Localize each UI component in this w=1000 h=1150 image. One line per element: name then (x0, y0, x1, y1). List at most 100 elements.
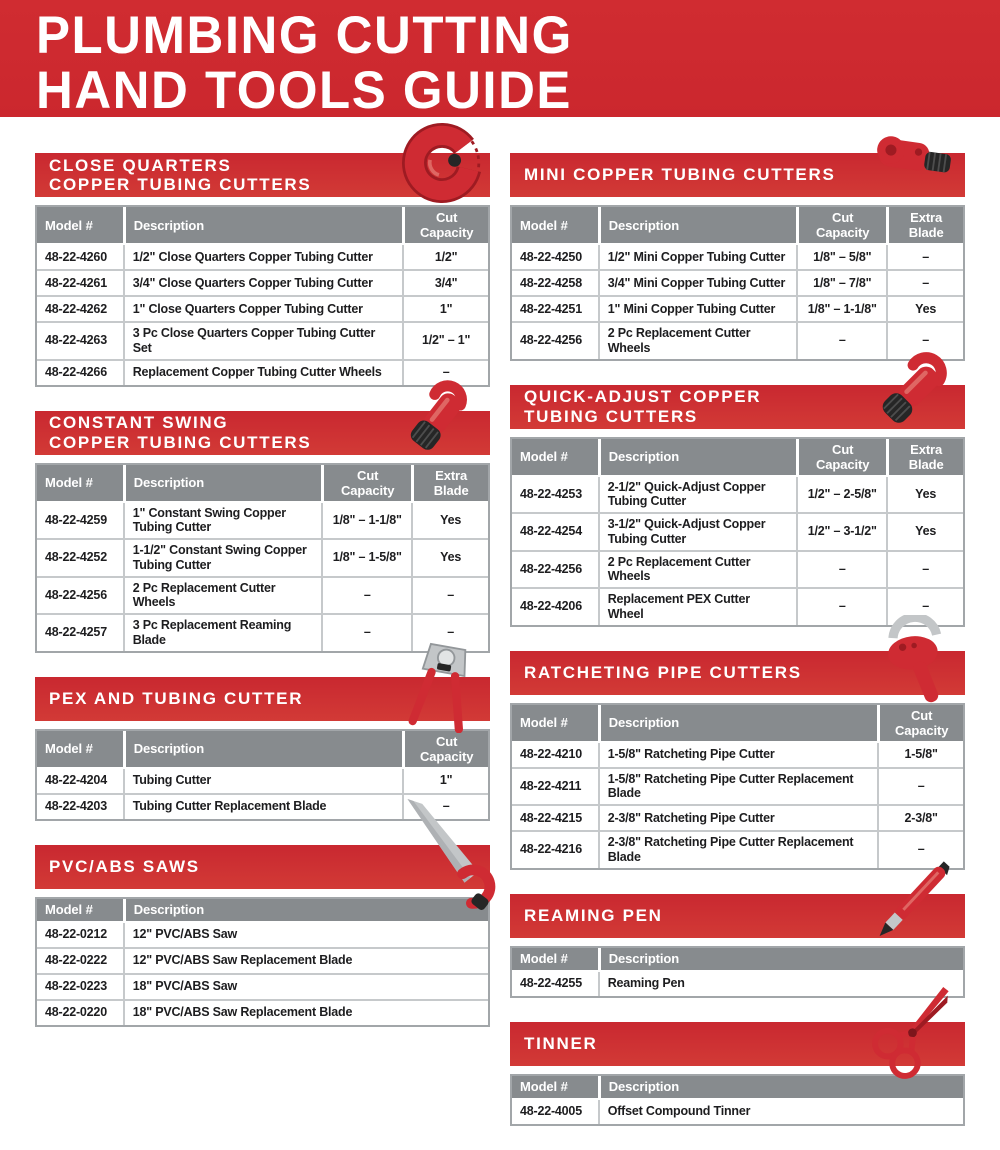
description-cell: 1-5/8" Ratcheting Pipe Cutter Replacemen… (597, 768, 878, 804)
extra-blade-cell: – (411, 615, 488, 651)
description-cell: 2-1/2" Quick-Adjust Copper Tubing Cutter (597, 476, 796, 512)
section-banner: CLOSE QUARTERS COPPER TUBING CUTTERS (35, 123, 490, 203)
page-header: PLUMBING CUTTING HAND TOOLS GUIDE (0, 0, 1000, 117)
description-cell: Replacement Copper Tubing Cutter Wheels (122, 360, 403, 385)
column-header-cut-capacity: Cut Capacity (796, 438, 886, 475)
column-header-model: Model # (45, 475, 93, 490)
table-row: 48-22-4256 2 Pc Replacement Cutter Wheels… (37, 575, 488, 613)
column-header-cut-capacity: Cut Capacity (402, 730, 488, 767)
table-row: 48-22-4262 1" Close Quarters Copper Tubin… (37, 295, 488, 321)
model-cell: 48-22-4215 (520, 810, 582, 825)
table-header-row: Model # Description (512, 947, 963, 972)
column-header-description: Description (122, 207, 403, 243)
column-header-model: Model # (520, 217, 568, 233)
section-title-line: TINNER (524, 1033, 598, 1053)
description-cell: 1/2" Close Quarters Copper Tubing Cutter (122, 245, 403, 269)
model-cell: 48-22-4259 (45, 512, 107, 527)
table-row: 48-22-4251 1" Mini Copper Tubing Cutter 1/… (512, 295, 963, 321)
model-cell: 48-22-4250 (520, 249, 582, 264)
cut-capacity-cell: 2-3/8" (877, 806, 963, 830)
table-row: 48-22-4266 Replacement Copper Tubing Cutt… (37, 358, 488, 385)
product-table: Model # Description 48-22-4255 Reaming Pen (510, 945, 965, 998)
extra-blade-cell: Yes (411, 540, 488, 576)
cut-capacity-cell: 1/2" (402, 245, 488, 269)
column-header-description: Description (597, 947, 963, 970)
section-title-line: CONSTANT SWING (49, 413, 229, 433)
section-title: PVC/ABS SAWS (49, 857, 200, 876)
description-cell: 3/4" Close Quarters Copper Tubing Cutter (122, 271, 403, 295)
extra-blade-cell: – (886, 551, 963, 587)
section-title-line: QUICK-ADJUST COPPER (524, 387, 762, 407)
cut-capacity-cell: 1" (402, 768, 488, 793)
column-header-extra-blade: Extra Blade (886, 438, 963, 475)
section-title-line: PEX AND TUBING CUTTER (49, 688, 304, 708)
product-table: Model # Description Cut Capacity Extra Blad… (35, 462, 490, 653)
table-header-row: Model # Description Cut Capacity (512, 704, 963, 743)
extra-blade-cell: Yes (411, 502, 488, 538)
column-header-cut-capacity: Cut Capacity (796, 207, 886, 243)
section-title-line: PVC/ABS SAWS (49, 856, 200, 876)
product-table: Model # Description 48-22-4005 Offset Compo… (510, 1073, 965, 1126)
column-header-model: Model # (45, 741, 93, 756)
cut-capacity-cell: – (877, 768, 963, 804)
description-cell: 2 Pc Replacement Cutter Wheels (597, 551, 796, 587)
table-row: 48-22-4250 1/2" Mini Copper Tubing Cutter… (512, 245, 963, 269)
table-row: 48-22-4260 1/2" Close Quarters Copper Tub… (37, 245, 488, 269)
section-banner: MINI COPPER TUBING CUTTERS (510, 136, 965, 197)
table-row: 48-22-4263 3 Pc Close Quarters Copper Tub… (37, 321, 488, 359)
quick-adjust-cutter-icon (871, 349, 963, 441)
column-header-model: Model # (520, 1079, 568, 1094)
model-cell: 48-22-4258 (520, 275, 582, 290)
description-cell: Offset Compound Tinner (597, 1099, 963, 1124)
cut-capacity-cell: 1/2" – 2-5/8" (796, 476, 886, 512)
page-title-line2: HAND TOOLS GUIDE (36, 60, 572, 117)
description-cell: 1" Close Quarters Copper Tubing Cutter (122, 297, 403, 321)
section-title: PEX AND TUBING CUTTER (49, 689, 303, 708)
product-table: Model # Description Cut Capacity 48-22-4260… (35, 205, 490, 387)
table-header-row: Model # Description Cut Capacity Extra Blad… (512, 207, 963, 245)
cut-capacity-cell: – (402, 360, 488, 385)
section-title: REAMING PEN (524, 906, 663, 925)
model-cell: 48-22-4260 (45, 249, 107, 264)
column-header-description: Description (597, 438, 796, 475)
table-row: 48-22-0222 12" PVC/ABS Saw Replacement Bl… (37, 946, 488, 973)
table-header-row: Model # Description Cut Capacity Extra Blad… (512, 438, 963, 477)
column-header-model: Model # (520, 449, 568, 464)
section-mini-copper-tubing-cutters: MINI COPPER TUBING CUTTERS Model # Descri… (510, 136, 965, 361)
model-cell: 48-22-4257 (45, 625, 107, 640)
cut-capacity-cell: 3/4" (402, 271, 488, 295)
description-cell: 1-5/8" Ratcheting Pipe Cutter (597, 742, 878, 767)
table-row: 48-22-4256 2 Pc Replacement Cutter Wheels… (512, 321, 963, 359)
section-title: RATCHETING PIPE CUTTERS (524, 663, 802, 682)
constant-swing-cutter-icon (396, 375, 488, 467)
cut-capacity-cell: 1/8" – 1-1/8" (321, 502, 411, 538)
section-banner: CONSTANT SWING COPPER TUBING CUTTERS (35, 379, 490, 455)
model-cell: 48-22-4210 (520, 747, 582, 762)
cut-capacity-cell: – (796, 551, 886, 587)
table-row: 48-22-4204 Tubing Cutter 1" (37, 768, 488, 793)
section-banner: RATCHETING PIPE CUTTERS (510, 614, 965, 702)
table-row: 48-22-4258 3/4" Mini Copper Tubing Cutter… (512, 269, 963, 295)
column-header-extra-blade: Extra Blade (411, 464, 488, 501)
table-row: 48-22-4252 1-1/2" Constant Swing Copper T… (37, 538, 488, 576)
section-title: CLOSE QUARTERS COPPER TUBING CUTTERS (49, 156, 311, 194)
model-cell: 48-22-4255 (520, 976, 582, 991)
description-cell: 3/4" Mini Copper Tubing Cutter (597, 271, 796, 295)
section-title: MINI COPPER TUBING CUTTERS (524, 165, 836, 184)
column-header-description: Description (597, 704, 878, 741)
cut-capacity-cell: 1/8" – 5/8" (796, 245, 886, 269)
section-title-line: COPPER TUBING CUTTERS (49, 432, 312, 452)
column-header-cut-capacity: Cut Capacity (321, 464, 411, 501)
description-cell: 1/2" Mini Copper Tubing Cutter (597, 245, 796, 269)
ratcheting-pipe-cutter-icon (871, 614, 963, 707)
model-cell: 48-22-4262 (45, 301, 107, 316)
section-banner: REAMING PEN (510, 860, 965, 938)
table-row: 48-22-4255 Reaming Pen (512, 971, 963, 996)
cut-capacity-cell: – (796, 589, 886, 625)
table-header-row: Model # Description Cut Capacity Extra Blad… (37, 464, 488, 503)
column-header-model: Model # (520, 951, 568, 966)
table-row: 48-22-4261 3/4" Close Quarters Copper Tub… (37, 269, 488, 295)
column-header-description: Description (597, 1075, 963, 1098)
model-cell: 48-22-0220 (45, 1005, 107, 1020)
section-reaming-pen: REAMING PEN Model # Description 48-22-4255… (510, 860, 965, 998)
